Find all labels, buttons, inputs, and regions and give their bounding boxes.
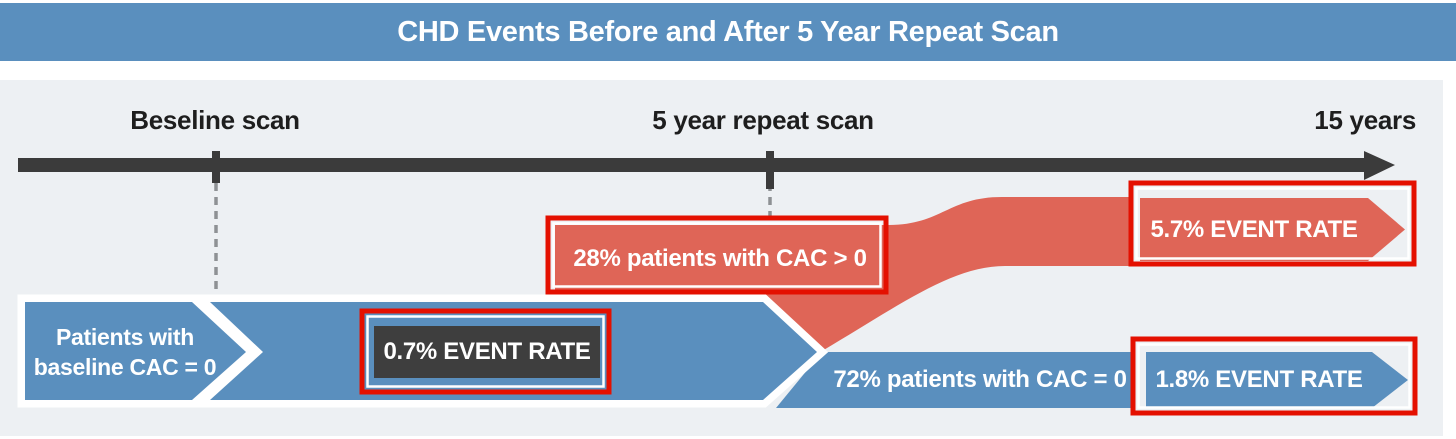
page-title: CHD Events Before and After 5 Year Repea… <box>397 15 1059 48</box>
timeline-bar <box>18 158 1367 172</box>
fifteen-years-label: 15 years <box>1314 104 1416 135</box>
baseline-scan-label: Beseline scan <box>130 104 300 135</box>
annotation-cac-zero-event-rate <box>1130 336 1418 416</box>
timeline-arrowhead-icon <box>1364 151 1395 180</box>
cac-zero-event-rate-label: 1.8% EVENT RATE <box>1155 366 1363 393</box>
header-bar: CHD Events Before and After 5 Year Repea… <box>0 3 1456 61</box>
cac-zero-label: 72% patients with CAC = 0 <box>833 366 1127 393</box>
baseline-group-chevron <box>17 294 258 408</box>
cac-zero-event-arrow <box>1146 352 1408 408</box>
repeat-scan-tick <box>766 151 774 189</box>
baseline-group-label: Patients with baseline CAC = 0 <box>30 320 220 384</box>
baseline-group-label-line1: Patients with <box>56 324 194 350</box>
baseline-tick <box>212 151 220 183</box>
cac-zero-band <box>776 352 1131 408</box>
baseline-group-label-line2: baseline CAC = 0 <box>33 354 217 380</box>
repeat-scan-label: 5 year repeat scan <box>652 104 874 135</box>
cac-positive-label: 28% patients with CAC > 0 <box>573 244 867 272</box>
annotation-cac-positive-event-rate <box>1128 180 1417 267</box>
cac-positive-ribbon <box>555 197 1133 351</box>
cac-positive-event-arrow <box>1140 198 1405 261</box>
annotation-cac-positive-label <box>545 215 889 295</box>
annotation-baseline-event-rate <box>359 308 612 395</box>
cac-positive-event-rate-label: 5.7% EVENT RATE <box>1150 215 1358 243</box>
baseline-event-rate-label: 0.7% EVENT RATE <box>383 338 591 365</box>
baseline-event-rate-box <box>374 326 600 378</box>
